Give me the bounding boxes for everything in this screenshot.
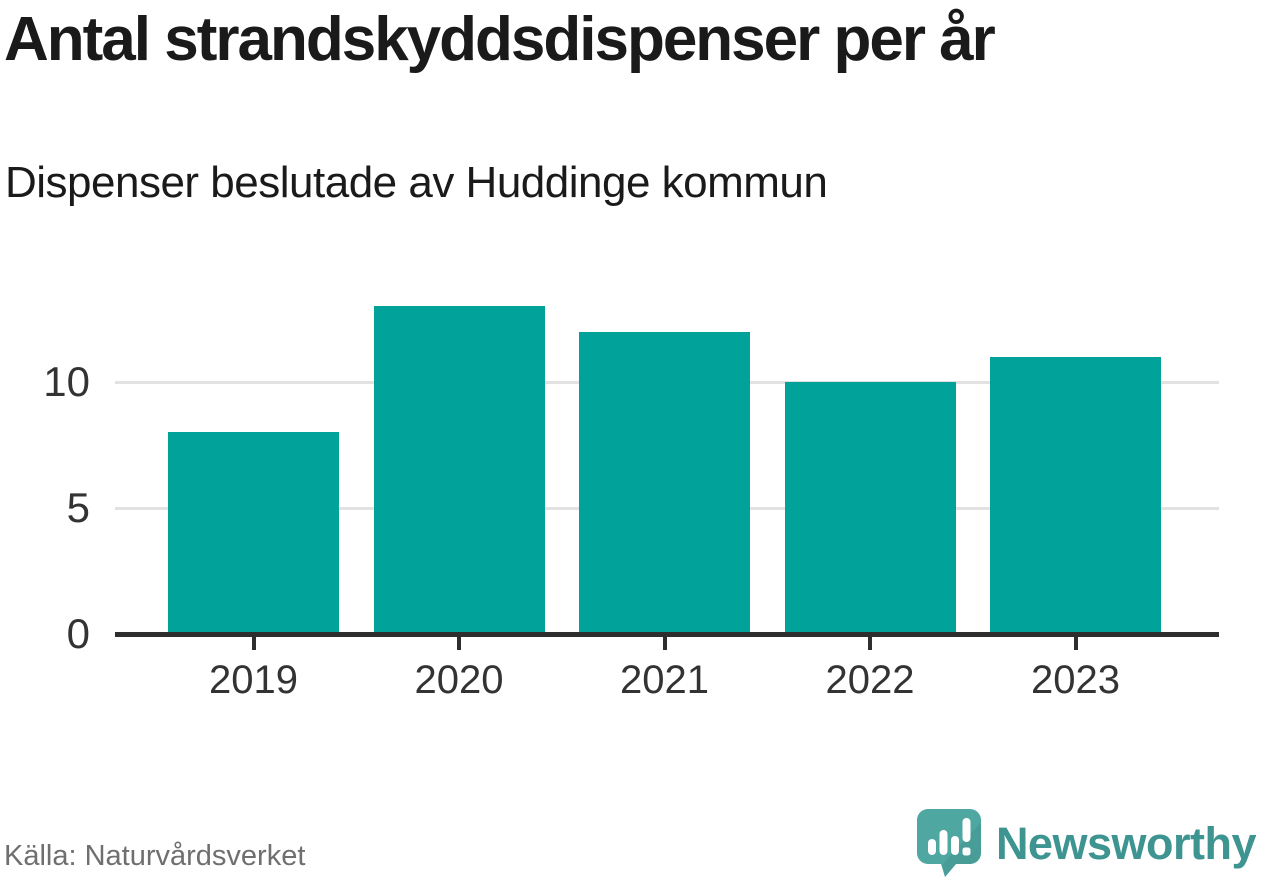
x-axis-tick-label: 2021: [620, 658, 709, 702]
newsworthy-logo-text: Newsworthy: [995, 817, 1257, 869]
x-axis-tick-label: 2020: [414, 658, 504, 702]
y-axis-tick-label: 10: [43, 358, 90, 405]
bar-2020: [373, 306, 545, 634]
bar-2023: [990, 356, 1161, 634]
source-attribution: Källa: Naturvårdsverket: [4, 840, 306, 872]
bar-2019: [168, 432, 339, 634]
chart-subtitle: Dispenser beslutade av Huddinge kommun: [5, 158, 828, 207]
bar-2022: [784, 382, 956, 634]
bar-2021: [579, 331, 750, 634]
y-axis-tick-label: 0: [66, 610, 90, 657]
x-axis-tick-label: 2023: [1031, 658, 1120, 702]
x-axis-tick: [1073, 637, 1078, 650]
newsworthy-logo-link[interactable]: Newsworthy: [916, 808, 1257, 878]
x-axis-line: [115, 632, 1219, 637]
x-axis-tick-label: 2022: [825, 658, 915, 702]
x-axis-tick: [662, 637, 667, 650]
x-axis-tick: [868, 637, 872, 650]
chart-title: Antal strandskyddsdispenser per år: [4, 5, 996, 74]
x-axis-tick: [457, 637, 461, 650]
y-axis-tick-label: 5: [66, 484, 90, 531]
x-axis-tick: [251, 637, 256, 650]
newsworthy-logo-icon: [916, 809, 981, 877]
x-axis-tick-label: 2019: [209, 658, 298, 702]
